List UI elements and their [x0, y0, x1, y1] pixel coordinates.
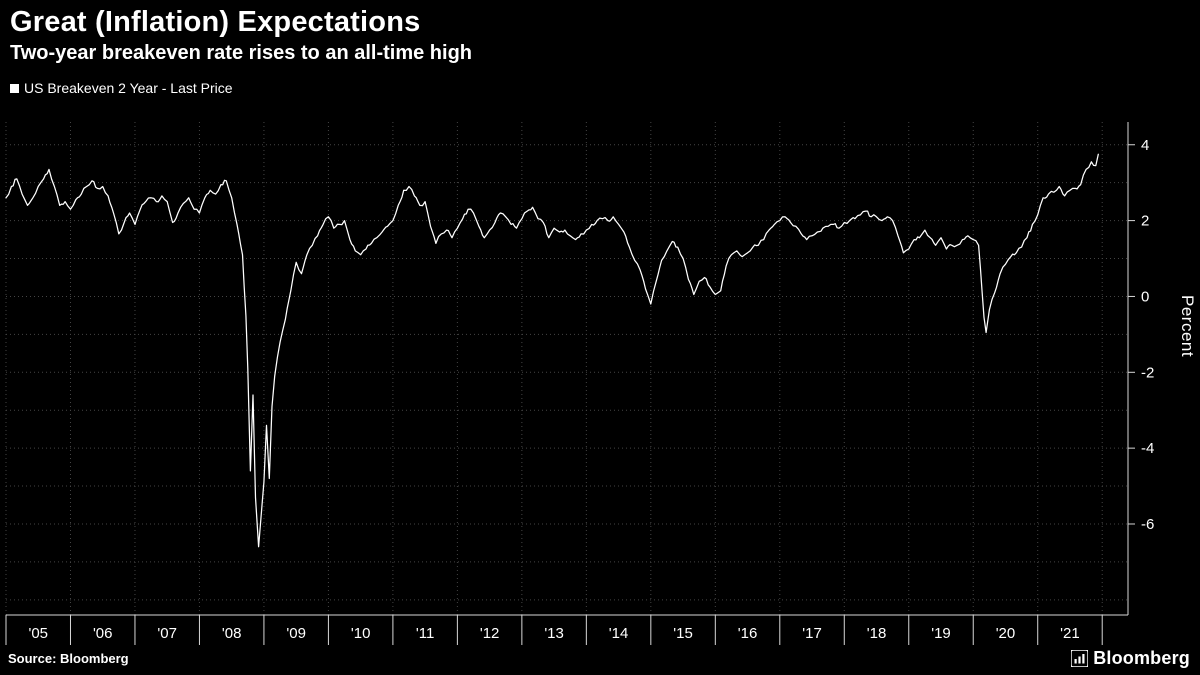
x-tick-label: '09	[286, 625, 306, 642]
x-tick-label: '08	[222, 625, 242, 642]
chart-subtitle: Two-year breakeven rate rises to an all-…	[10, 42, 473, 64]
x-tick-label: '13	[544, 625, 564, 642]
y-tick-label: 4	[1141, 137, 1149, 154]
bloomberg-logo-text: Bloomberg	[1093, 647, 1190, 668]
chart-title: Great (Inflation) Expectations	[10, 6, 421, 38]
y-axis-title: Percent	[1178, 295, 1197, 358]
bloomberg-logo: Bloomberg	[1071, 648, 1190, 669]
y-tick-label: -4	[1141, 440, 1154, 457]
chart-header: Great (Inflation) Expectations Two-year …	[10, 6, 1190, 96]
chart-svg: 4 2 0 -2 -4 -6 '05 '06 '07 '08 '09 '10 '11 '12 '13 '14 '…	[5, 122, 1154, 645]
x-tick-label: '16	[738, 625, 758, 642]
x-tick-label: '06	[93, 625, 113, 642]
y-tick-label: -6	[1141, 516, 1154, 533]
chart-footer: Source: Bloomberg Bloomberg	[0, 647, 1200, 675]
y-tick-label: 2	[1141, 213, 1149, 230]
x-tick-label: '11	[416, 625, 434, 642]
legend-swatch-icon	[10, 83, 19, 93]
y-tick-label: 0	[1141, 288, 1149, 305]
bloomberg-mark-icon	[1071, 649, 1089, 667]
legend-label: US Breakeven 2 Year - Last Price	[24, 80, 233, 96]
legend: US Breakeven 2 Year - Last Price	[10, 80, 1190, 96]
x-tick-label: '12	[480, 625, 500, 642]
x-tick-label: '05	[28, 625, 48, 642]
x-tick-label: '10	[351, 625, 371, 642]
x-tick-label: '18	[867, 625, 887, 642]
x-tick-label: '17	[802, 625, 822, 642]
x-tick-label: '19	[931, 625, 951, 642]
y-tick-label: -2	[1141, 364, 1154, 381]
x-tick-label: '20	[996, 625, 1016, 642]
price-line	[5, 153, 1099, 548]
x-tick-label: '21	[1060, 625, 1080, 642]
x-tick-label: '15	[673, 625, 693, 642]
source-credit: Source: Bloomberg	[8, 650, 129, 666]
x-tick-label: '07	[157, 625, 177, 642]
x-tick-label: '14	[609, 625, 629, 642]
